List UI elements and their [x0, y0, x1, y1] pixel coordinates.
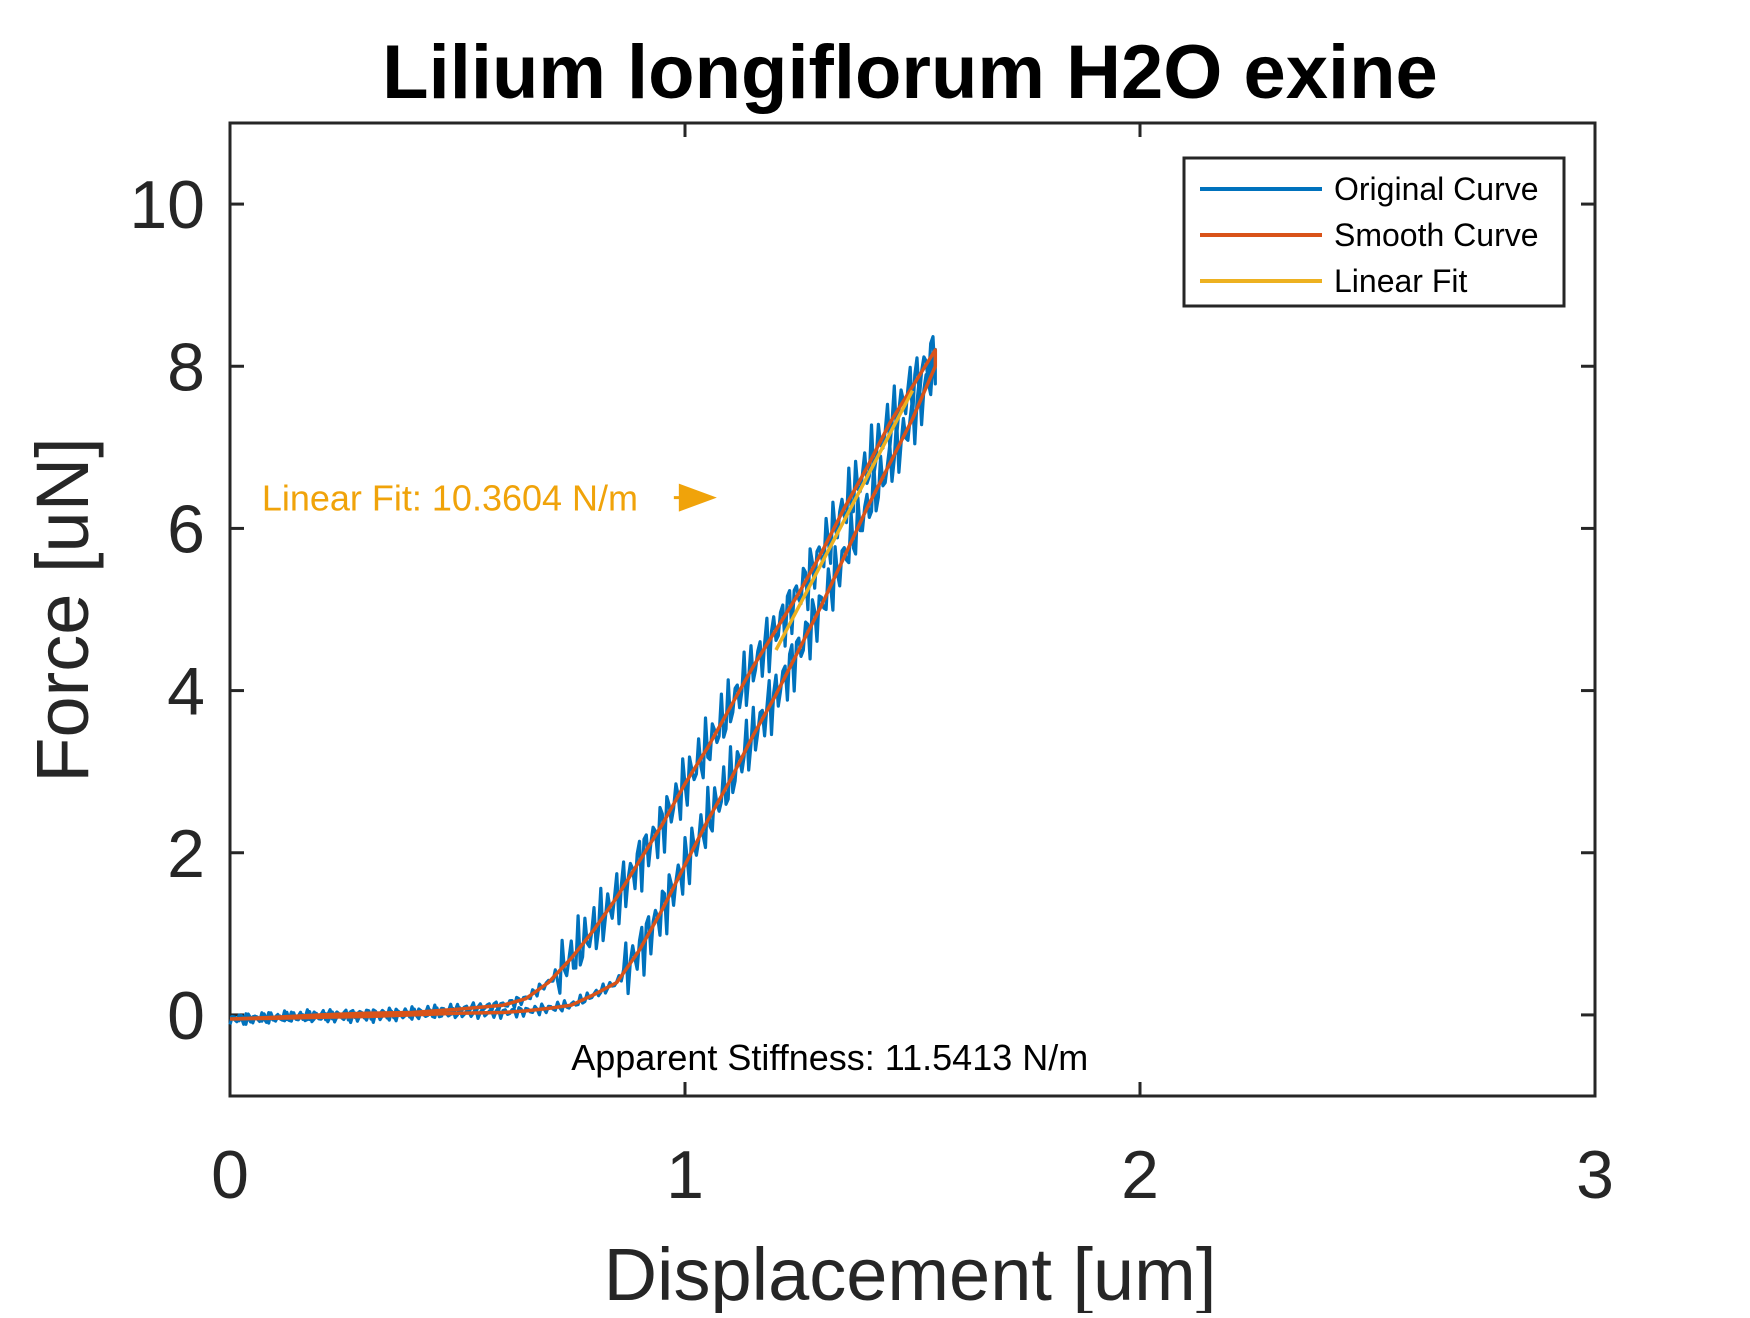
series-line-original-curve	[228, 335, 937, 1026]
y-tick-label: 4	[167, 654, 205, 730]
x-tick-label: 2	[1121, 1137, 1159, 1213]
x-tick-label: 1	[666, 1137, 704, 1213]
series-line-linear-fit	[774, 389, 915, 651]
y-tick-label: 10	[129, 167, 205, 243]
y-tick-label: 8	[167, 329, 205, 405]
legend-label: Linear Fit	[1334, 263, 1468, 299]
series-line-smooth-curve	[229, 348, 938, 1021]
x-axis-label: Displacement [um]	[604, 1233, 1217, 1313]
y-tick-label: 0	[167, 978, 205, 1054]
x-tick-label: 0	[211, 1137, 249, 1213]
annotation-text: Apparent Stiffness: 11.5413 N/m	[571, 1037, 1088, 1078]
annotation-arrow-head	[678, 483, 717, 512]
axes-group: 0 1 2 3 0 2 4 6 8 10	[129, 121, 1614, 1213]
x-tick-label: 3	[1576, 1137, 1614, 1213]
legend-group: Original Curve Smooth Curve Linear Fit	[1182, 156, 1566, 308]
y-tick-label: 2	[167, 816, 205, 892]
annotation-group: Linear Fit: 10.3604 N/m Apparent Stiffnes…	[262, 478, 1088, 1078]
annotation-text: Linear Fit: 10.3604 N/m	[262, 478, 638, 519]
legend-label: Original Curve	[1334, 171, 1539, 207]
chart-title: Lilium longiflorum H2O exine	[382, 30, 1438, 115]
plot-frame	[228, 121, 1597, 1098]
legend-label: Smooth Curve	[1334, 217, 1539, 253]
y-axis-label: Force [uN]	[21, 437, 104, 782]
y-tick-label: 6	[167, 491, 205, 567]
series-group	[228, 335, 938, 1026]
